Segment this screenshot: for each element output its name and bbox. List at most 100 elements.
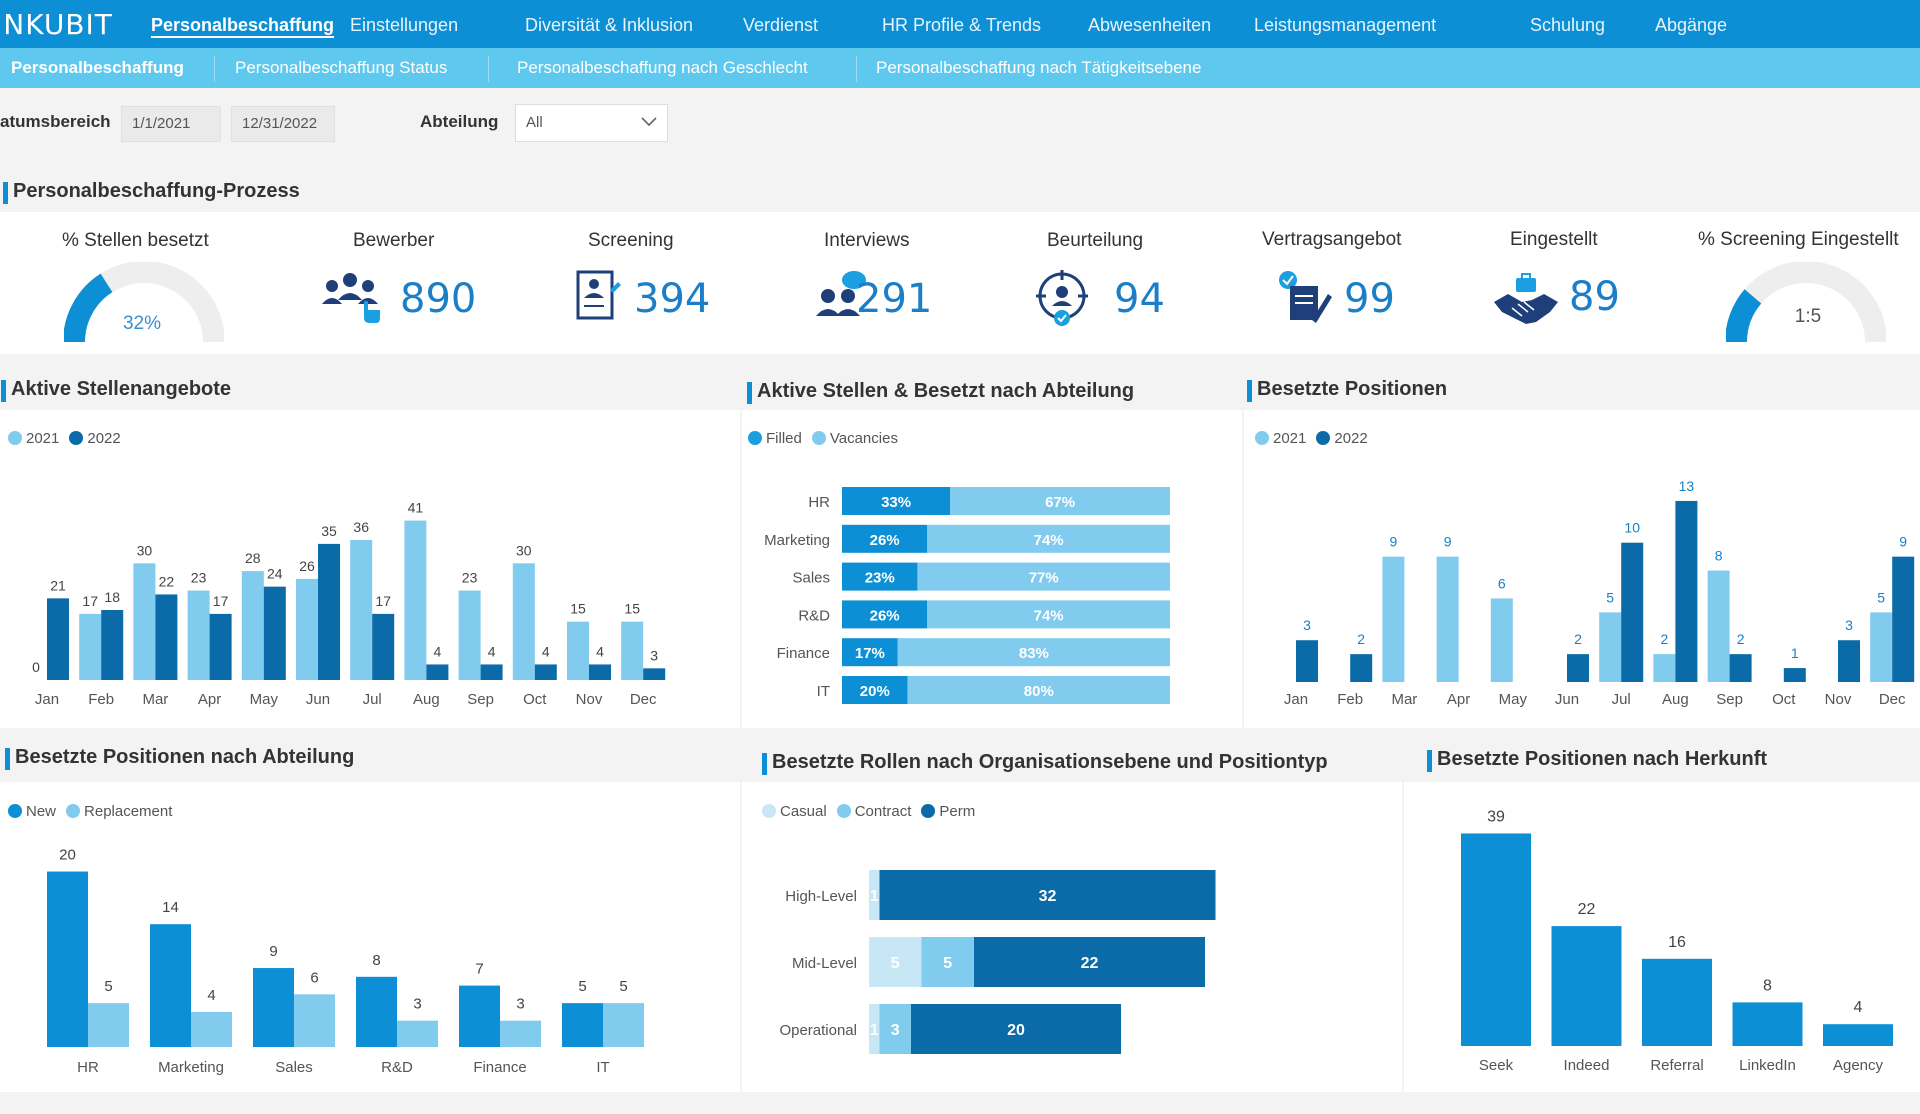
nav-abgaenge[interactable]: Abgänge [1655,15,1728,35]
data-label: 2 [1737,631,1745,647]
department-label: Abteilung [420,112,499,131]
nach-abteilung-chart: 20 5 HR 14 4 Marketing 9 6 Sales 8 3 R&D 7 3 Finance 5 5… [47,847,644,1076]
data-label: 5 [891,955,900,972]
bar-2022-Feb [101,610,124,680]
bar-2022-May [263,586,286,680]
data-label: 6 [1498,575,1506,591]
bar-2022-Dec [1892,556,1915,682]
bar-vacancies-HR [950,487,1170,515]
nav-einstellungen[interactable]: Einstellungen [350,15,459,35]
beurteilung-value: 94 [1114,276,1165,322]
data-label: 3 [516,996,524,1013]
bar-2021-Dec [1870,612,1893,682]
bar-Indeed [1551,926,1622,1046]
bar-2021-May [241,571,264,680]
data-label: 77% [1029,570,1059,587]
bar-2021-Nov [567,621,589,680]
data-label: 10 [1624,520,1640,536]
department-select[interactable]: All [515,104,668,142]
tick-label: Sales [792,570,830,587]
top-nav-bar [0,0,1920,48]
data-label: 9 [269,943,277,960]
abteilung-title: Aktive Stellen & Besetzt nach Abteilung [746,380,1135,404]
interviews-icon [816,271,866,316]
bar-vacancies-IT [907,676,1170,704]
data-label: 21 [50,577,66,593]
legend-item-2021: 2021 [1255,430,1306,447]
nav-diversitaet[interactable]: Diversität & Inklusion [525,15,694,35]
data-label: 26 [299,558,315,574]
legend-item-casual: Casual [762,803,827,820]
data-label: 74% [1034,532,1064,549]
bar-Casual-Operational [869,1004,880,1054]
nav-verdienst[interactable]: Verdienst [743,15,819,35]
department-select-value: All [526,114,543,131]
tick-label: R&D [798,607,830,624]
bar-New-Marketing [150,924,191,1047]
tick-label: LinkedIn [1739,1057,1796,1074]
bar-2022-Jun [1567,654,1589,682]
bar-Replacement-Sales [294,994,335,1047]
data-label: 83% [1019,645,1049,662]
bar-2022-Oct [534,664,557,680]
subnav-personalbeschaffung[interactable]: Personalbeschaffung [11,58,184,77]
data-label: 8 [372,952,380,969]
bar-2021-Apr [1436,556,1459,682]
data-label: 5 [1877,589,1885,605]
date-to-input[interactable]: 12/31/2022 [231,106,335,142]
data-label: 22 [159,573,175,589]
tick-label: Mid-Level [792,955,857,972]
tick-label: HR [77,1059,99,1076]
beurteilung-label: Beurteilung [1047,230,1144,251]
nav-hr-profile[interactable]: HR Profile & Trends [882,15,1042,35]
bar-2021-Oct [512,563,535,680]
bar-New-HR [47,871,88,1047]
data-label: 5 [1606,589,1614,605]
data-label: 20 [59,847,76,864]
bar-2022-Aug [426,664,449,680]
data-label: 8 [1763,977,1772,994]
ratio-value: 1:5 [1795,306,1821,327]
data-label: 3 [1303,617,1311,633]
tick-label: Mar [1391,691,1417,708]
subnav-geschlecht[interactable]: Personalbeschaffung nach Geschlecht [517,58,808,77]
subnav-status[interactable]: Personalbeschaffung Status [235,58,448,77]
legend-item-perm: Perm [921,803,975,820]
nach-abteilung-legend: New Replacement [8,803,172,820]
data-label: 8 [1715,548,1723,564]
bar-2022-Feb [1350,654,1373,682]
nav-leistungsmanagement[interactable]: Leistungsmanagement [1254,15,1437,35]
bar-filled-Sales [842,562,918,591]
date-from-input[interactable]: 1/1/2021 [121,106,221,142]
data-label: 80% [1024,683,1054,700]
subnav-taetigkeitsebene[interactable]: Personalbeschaffung nach Tätigkeitsebene [876,58,1202,77]
bar-2021-Jul [1599,612,1622,682]
bar-Referral [1642,958,1712,1046]
bar-Contract-Operational [879,1004,911,1054]
process-panel [0,212,1920,354]
bar-filled-HR [842,487,951,515]
data-label: 23 [191,570,207,586]
bar-2021-May [1490,598,1513,682]
nav-schulung[interactable]: Schulung [1530,15,1606,35]
nav-abwesenheiten[interactable]: Abwesenheiten [1088,15,1212,35]
data-label: 16 [1668,934,1686,951]
herkunft-chart: 39 Seek 22 Indeed 16 Referral 8 LinkedIn 4 Agency [1461,808,1893,1074]
tick-label: IT [596,1059,609,1076]
data-label: 3 [413,996,421,1013]
tick-label: Jul [1612,691,1631,708]
data-label: 5 [943,955,952,972]
bar-vacancies-Sales [917,562,1170,591]
bar-2021-Mar [133,563,156,680]
tick-label: Apr [1447,691,1470,708]
bar-filled-IT [842,676,908,704]
handshake-icon [1494,273,1558,324]
bar-Seek [1461,833,1531,1046]
data-label: 15 [570,601,586,617]
abteilung-chart: 33% 67% HR 26% 74% Marketing 23% 77% Sales 26% 74%… [764,487,1170,704]
legend-item-2022: 2022 [69,430,121,447]
bar-2021-Aug [1653,654,1676,682]
nav-personalbeschaffung[interactable]: Personalbeschaffung [151,0,335,48]
tick-label: Indeed [1564,1057,1610,1074]
